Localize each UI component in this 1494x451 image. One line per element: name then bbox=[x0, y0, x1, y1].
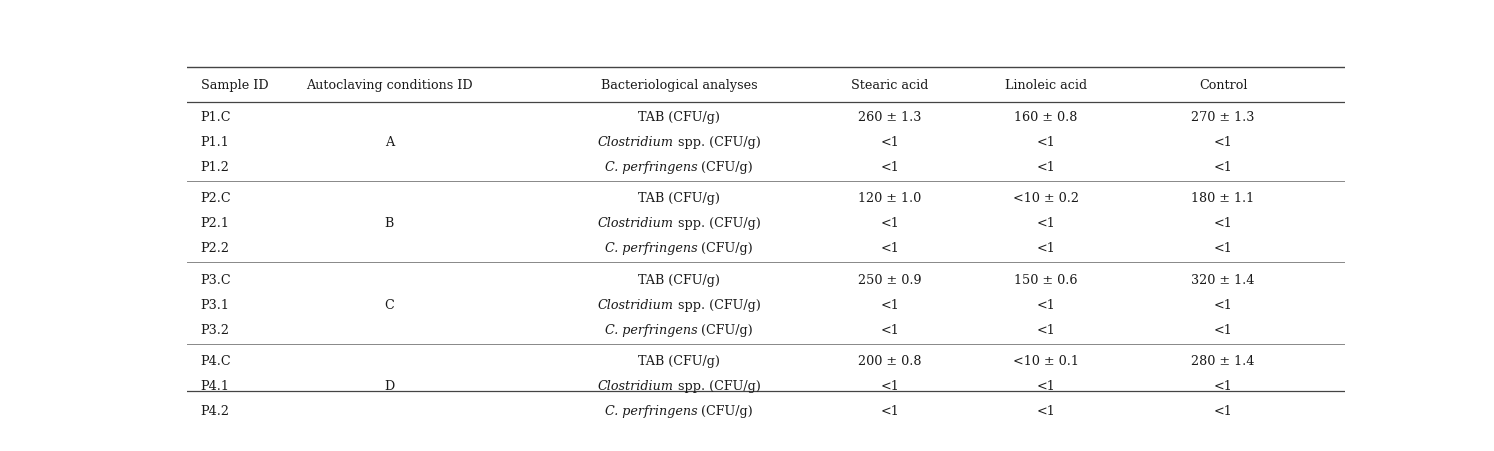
Text: D: D bbox=[384, 379, 394, 392]
Text: <1: <1 bbox=[1037, 161, 1055, 174]
Text: <1: <1 bbox=[880, 379, 899, 392]
Text: <1: <1 bbox=[1213, 379, 1233, 392]
Text: TAB (CFU/g): TAB (CFU/g) bbox=[638, 110, 720, 124]
Text: <10 ± 0.1: <10 ± 0.1 bbox=[1013, 354, 1079, 368]
Text: <1: <1 bbox=[880, 323, 899, 336]
Text: <1: <1 bbox=[1213, 323, 1233, 336]
Text: 280 ± 1.4: 280 ± 1.4 bbox=[1191, 354, 1255, 368]
Text: Bacteriological analyses: Bacteriological analyses bbox=[601, 79, 757, 92]
Text: (CFU/g): (CFU/g) bbox=[698, 405, 753, 417]
Text: <1: <1 bbox=[880, 136, 899, 148]
Text: P4.2: P4.2 bbox=[200, 405, 230, 417]
Text: C. perfringens: C. perfringens bbox=[605, 161, 698, 174]
Text: P3.C: P3.C bbox=[200, 273, 232, 286]
Text: 150 ± 0.6: 150 ± 0.6 bbox=[1014, 273, 1077, 286]
Text: (CFU/g): (CFU/g) bbox=[698, 161, 753, 174]
Text: spp. (CFU/g): spp. (CFU/g) bbox=[674, 379, 760, 392]
Text: <1: <1 bbox=[880, 405, 899, 417]
Text: spp. (CFU/g): spp. (CFU/g) bbox=[674, 217, 760, 230]
Text: <1: <1 bbox=[1037, 217, 1055, 230]
Text: P3.2: P3.2 bbox=[200, 323, 230, 336]
Text: <1: <1 bbox=[880, 161, 899, 174]
Text: P4.1: P4.1 bbox=[200, 379, 230, 392]
Text: P4.C: P4.C bbox=[200, 354, 232, 368]
Text: Autoclaving conditions ID: Autoclaving conditions ID bbox=[306, 79, 472, 92]
Text: 160 ± 0.8: 160 ± 0.8 bbox=[1014, 110, 1077, 124]
Text: <1: <1 bbox=[1213, 242, 1233, 255]
Text: <1: <1 bbox=[1037, 298, 1055, 311]
Text: <1: <1 bbox=[1213, 136, 1233, 148]
Text: P2.C: P2.C bbox=[200, 192, 232, 205]
Text: <10 ± 0.2: <10 ± 0.2 bbox=[1013, 192, 1079, 205]
Text: TAB (CFU/g): TAB (CFU/g) bbox=[638, 192, 720, 205]
Text: spp. (CFU/g): spp. (CFU/g) bbox=[674, 136, 760, 148]
Text: 250 ± 0.9: 250 ± 0.9 bbox=[858, 273, 922, 286]
Text: 260 ± 1.3: 260 ± 1.3 bbox=[858, 110, 922, 124]
Text: Clostridium: Clostridium bbox=[598, 136, 674, 148]
Text: 180 ± 1.1: 180 ± 1.1 bbox=[1191, 192, 1255, 205]
Text: <1: <1 bbox=[880, 242, 899, 255]
Text: P2.2: P2.2 bbox=[200, 242, 230, 255]
Text: (CFU/g): (CFU/g) bbox=[698, 242, 753, 255]
Text: Stearic acid: Stearic acid bbox=[852, 79, 928, 92]
Text: <1: <1 bbox=[880, 298, 899, 311]
Text: <1: <1 bbox=[1037, 405, 1055, 417]
Text: <1: <1 bbox=[880, 217, 899, 230]
Text: Clostridium: Clostridium bbox=[598, 217, 674, 230]
Text: C. perfringens: C. perfringens bbox=[605, 405, 698, 417]
Text: B: B bbox=[385, 217, 394, 230]
Text: TAB (CFU/g): TAB (CFU/g) bbox=[638, 354, 720, 368]
Text: 270 ± 1.3: 270 ± 1.3 bbox=[1191, 110, 1255, 124]
Text: C: C bbox=[384, 298, 394, 311]
Text: (CFU/g): (CFU/g) bbox=[698, 323, 753, 336]
Text: Clostridium: Clostridium bbox=[598, 298, 674, 311]
Text: P1.2: P1.2 bbox=[200, 161, 230, 174]
Text: 200 ± 0.8: 200 ± 0.8 bbox=[858, 354, 922, 368]
Text: C. perfringens: C. perfringens bbox=[605, 323, 698, 336]
Text: Linoleic acid: Linoleic acid bbox=[1005, 79, 1088, 92]
Text: 120 ± 1.0: 120 ± 1.0 bbox=[858, 192, 922, 205]
Text: 320 ± 1.4: 320 ± 1.4 bbox=[1191, 273, 1255, 286]
Text: spp. (CFU/g): spp. (CFU/g) bbox=[674, 298, 760, 311]
Text: <1: <1 bbox=[1213, 161, 1233, 174]
Text: Clostridium: Clostridium bbox=[598, 379, 674, 392]
Text: <1: <1 bbox=[1213, 405, 1233, 417]
Text: P3.1: P3.1 bbox=[200, 298, 230, 311]
Text: Sample ID: Sample ID bbox=[200, 79, 269, 92]
Text: <1: <1 bbox=[1037, 242, 1055, 255]
Text: P2.1: P2.1 bbox=[200, 217, 230, 230]
Text: TAB (CFU/g): TAB (CFU/g) bbox=[638, 273, 720, 286]
Text: C. perfringens: C. perfringens bbox=[605, 242, 698, 255]
Text: <1: <1 bbox=[1213, 217, 1233, 230]
Text: <1: <1 bbox=[1213, 298, 1233, 311]
Text: A: A bbox=[385, 136, 394, 148]
Text: <1: <1 bbox=[1037, 136, 1055, 148]
Text: <1: <1 bbox=[1037, 323, 1055, 336]
Text: P1.1: P1.1 bbox=[200, 136, 230, 148]
Text: Control: Control bbox=[1198, 79, 1247, 92]
Text: <1: <1 bbox=[1037, 379, 1055, 392]
Text: P1.C: P1.C bbox=[200, 110, 232, 124]
